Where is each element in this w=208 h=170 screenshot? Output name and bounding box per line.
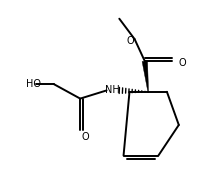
Text: O: O	[82, 132, 89, 142]
Text: O: O	[179, 58, 186, 68]
Text: NH: NH	[105, 85, 120, 95]
Text: HO: HO	[26, 79, 41, 89]
Text: O: O	[126, 36, 134, 46]
Polygon shape	[142, 61, 149, 92]
